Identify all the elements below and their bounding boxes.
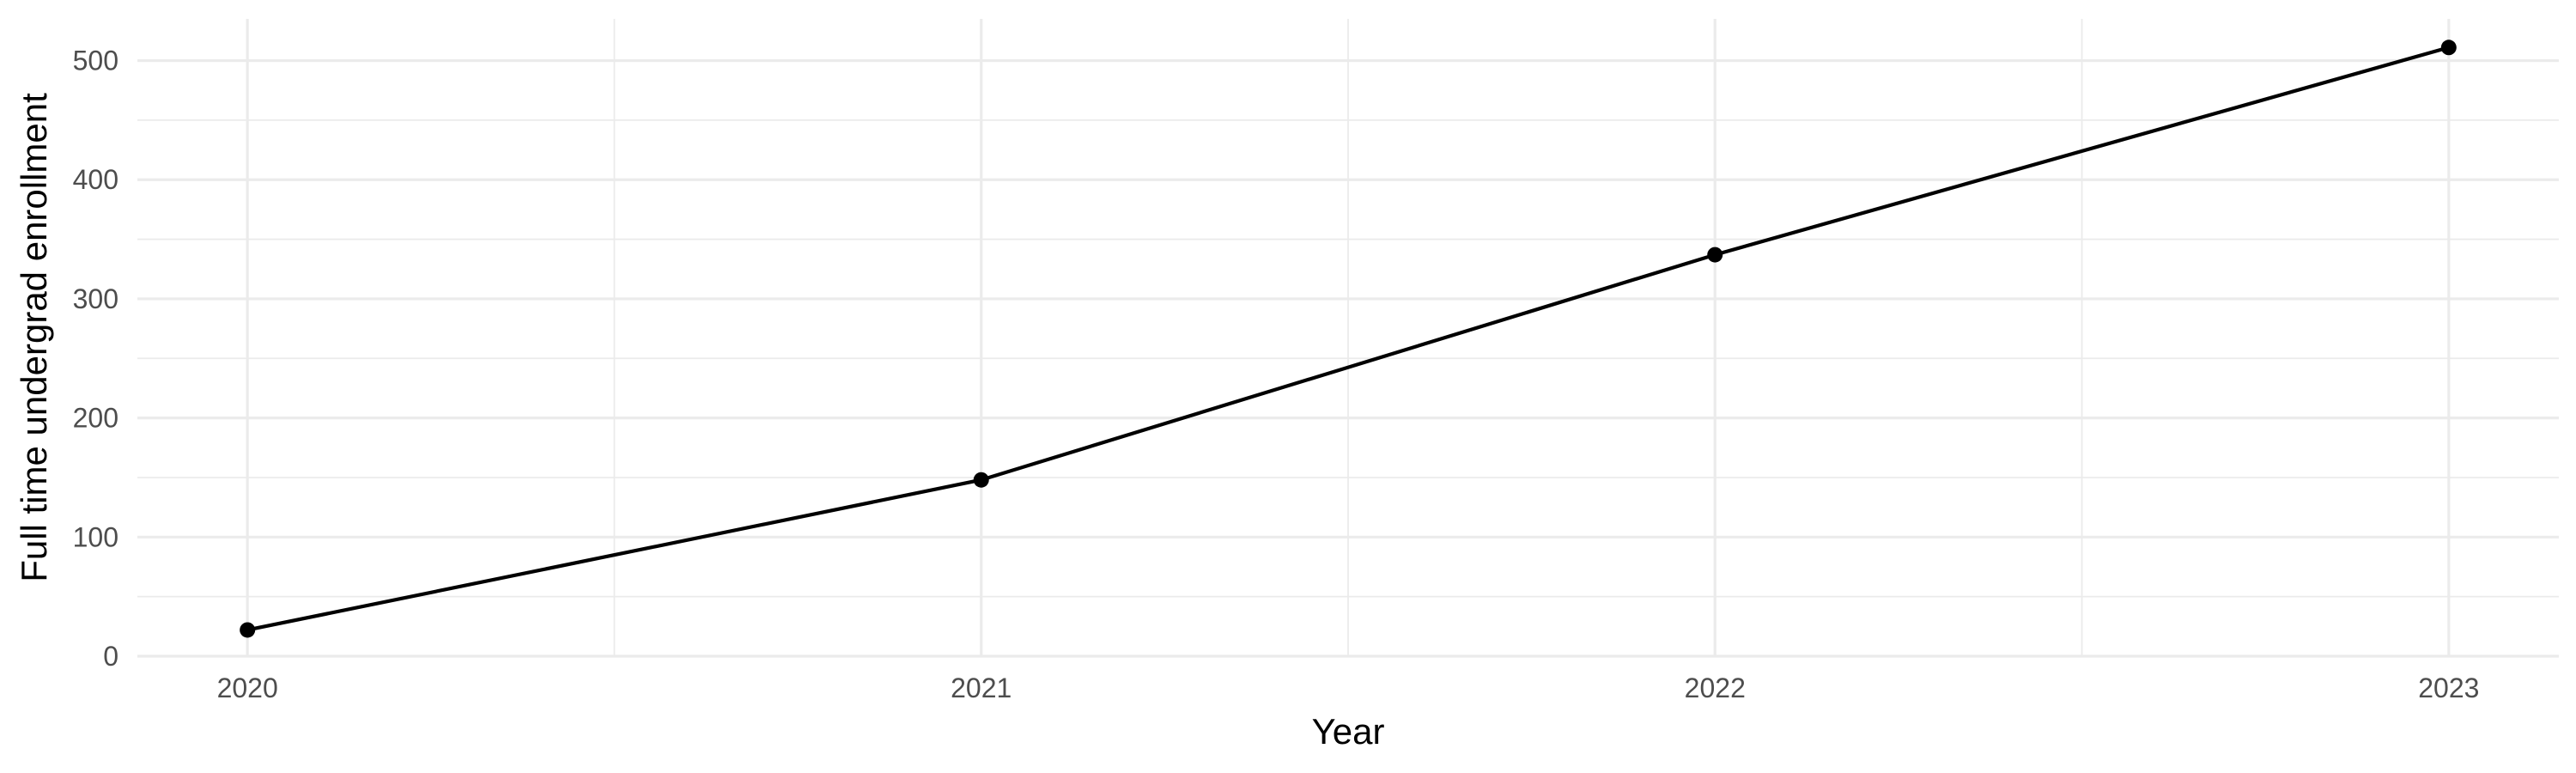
y-tick-label: 0 [103, 641, 118, 672]
y-tick-label: 500 [73, 46, 118, 76]
y-axis-title: Full time undergrad enrollment [14, 93, 54, 582]
grid [137, 19, 2559, 658]
series-layer [246, 46, 2450, 632]
y-tick-label: 300 [73, 283, 118, 314]
x-tick-label: 2022 [1685, 673, 1746, 703]
x-tick-label: 2021 [951, 673, 1012, 703]
data-point [973, 472, 989, 488]
tick-labels: 0 100 200 300 400 500 2020 2021 2022 2023 [73, 46, 2480, 703]
x-tick-label: 2023 [2418, 673, 2479, 703]
y-tick-label: 200 [73, 403, 118, 434]
series-line [246, 46, 2450, 632]
y-tick-label: 400 [73, 164, 118, 195]
data-point [2440, 40, 2457, 56]
data-point [240, 622, 256, 638]
x-tick-label: 2020 [217, 673, 278, 703]
y-tick-label: 100 [73, 521, 118, 552]
x-axis-title: Year [1312, 711, 1385, 752]
data-point [1707, 247, 1723, 263]
points-layer [240, 40, 2457, 638]
